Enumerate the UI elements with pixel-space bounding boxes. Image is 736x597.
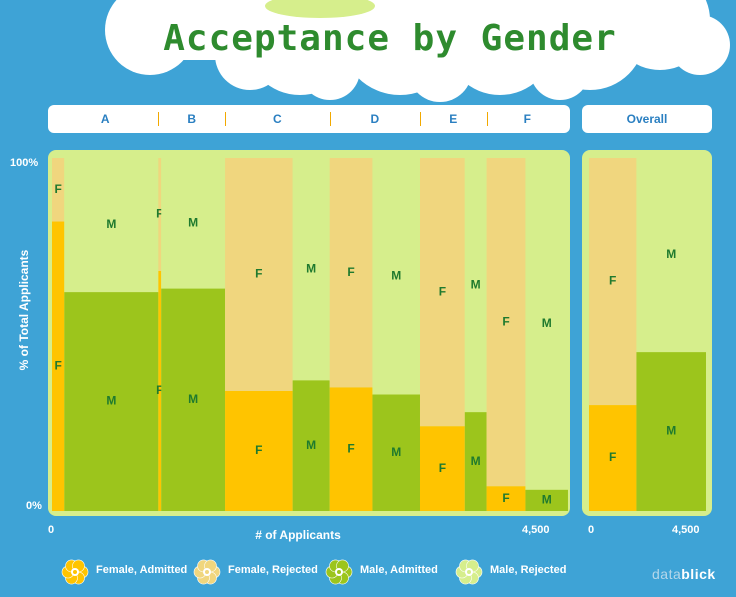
department-separator	[419, 112, 421, 126]
dept-e-m-rejected-label: M	[471, 277, 481, 291]
dept-b-m-admitted-bar	[161, 288, 226, 511]
brand-suffix: blick	[681, 566, 716, 582]
dept-f-f-rejected-label: F	[502, 314, 509, 328]
dept-e-m-rejected-bar	[464, 158, 487, 413]
flower-icon	[325, 559, 353, 585]
department-label-c: C	[273, 112, 282, 126]
dept-a-m-rejected-label: M	[106, 217, 116, 231]
dept-c-f-rejected-bar	[225, 158, 293, 391]
dept-f-m-admitted-label: M	[542, 493, 552, 507]
dept-a-m-rejected-bar	[64, 158, 159, 293]
overall-label: Overall	[626, 112, 668, 126]
dept-d-m-admitted-label: M	[391, 445, 401, 459]
legend-label-male-admitted: Male, Admitted	[360, 564, 438, 576]
flower-icon	[193, 559, 221, 585]
dept-b-f-rejected-label: F	[156, 207, 163, 221]
y-tick-top: 100%	[10, 157, 39, 169]
x-axis-label: # of Applicants	[255, 528, 341, 542]
flower-icon	[455, 559, 483, 585]
dept-f-f-admitted-bar	[486, 486, 526, 511]
dept-b-m-rejected-bar	[161, 158, 226, 289]
dept-f-m-rejected-bar	[525, 158, 568, 490]
department-label-f: F	[523, 112, 531, 126]
y-axis-label: % of Total Applicants	[17, 249, 31, 371]
dept-a-f-admitted-label: F	[54, 358, 61, 372]
overall-m-admitted-bar	[636, 352, 706, 511]
dept-b-f-rejected-bar	[158, 158, 162, 271]
dept-c-f-rejected-label: F	[255, 267, 262, 281]
dept-e-m-admitted-bar	[464, 412, 487, 511]
department-separator	[158, 112, 160, 126]
flower-icon	[61, 559, 89, 585]
brand-prefix: data	[652, 566, 682, 582]
dept-f-m-admitted-bar	[525, 489, 568, 511]
dept-f-f-rejected-bar	[486, 158, 526, 487]
dept-e-f-rejected-bar	[419, 158, 465, 427]
legend-label-female-rejected: Female, Rejected	[228, 564, 318, 576]
x-tick-start: 0	[48, 524, 55, 536]
overall-x-tick-end: 4,500	[672, 524, 700, 536]
dept-d-f-admitted-bar	[329, 387, 373, 511]
dept-a-m-admitted-bar	[64, 292, 159, 511]
overall-f-rejected-label: F	[609, 274, 616, 288]
dept-e-m-admitted-label: M	[471, 454, 481, 468]
legend-label-male-rejected: Male, Rejected	[490, 564, 567, 576]
y-tick-bottom: 0%	[26, 500, 42, 512]
overall-f-admitted-bar	[589, 405, 637, 511]
flower-dot	[467, 570, 471, 574]
dept-a-m-admitted-label: M	[106, 394, 116, 408]
dept-c-m-admitted-bar	[292, 380, 330, 511]
department-label-d: D	[370, 112, 380, 126]
overall-m-rejected-bar	[636, 158, 706, 353]
dept-e-f-admitted-label: F	[439, 461, 446, 475]
title-cloud	[105, 0, 730, 102]
department-label-b: B	[187, 112, 197, 126]
dept-d-f-rejected-label: F	[347, 265, 354, 279]
dept-d-f-admitted-label: F	[347, 441, 354, 455]
dept-f-m-rejected-label: M	[542, 316, 552, 330]
dept-b-f-admitted-label: F	[156, 383, 163, 397]
department-separator	[329, 112, 331, 126]
dept-b-f-admitted-bar	[158, 270, 162, 511]
department-separator	[486, 112, 488, 126]
brand-logo: datablick	[652, 566, 716, 582]
overall-x-tick-start: 0	[588, 524, 595, 536]
flower-dot	[73, 570, 77, 574]
dept-f-f-admitted-label: F	[502, 491, 509, 505]
dept-a-f-admitted-bar	[52, 221, 65, 512]
dept-a-f-rejected-label: F	[54, 182, 61, 196]
dept-c-m-rejected-bar	[292, 158, 330, 381]
dept-d-f-rejected-bar	[329, 158, 373, 388]
dept-d-m-rejected-label: M	[391, 268, 401, 282]
dept-c-f-admitted-label: F	[255, 443, 262, 457]
legend-label-female-admitted: Female, Admitted	[96, 564, 188, 576]
department-label-a: A	[100, 112, 110, 126]
dept-a-f-rejected-bar	[52, 158, 65, 222]
overall-f-rejected-bar	[589, 158, 637, 406]
overall-header-bar: Overall	[582, 105, 712, 133]
dept-c-f-admitted-bar	[225, 390, 293, 511]
dept-b-m-admitted-label: M	[188, 392, 198, 406]
dept-c-m-rejected-label: M	[306, 261, 316, 275]
dept-b-m-rejected-label: M	[188, 215, 198, 229]
dept-d-m-rejected-bar	[372, 158, 420, 395]
overall-m-rejected-label: M	[666, 247, 676, 261]
chart-title: Acceptance by Gender	[163, 18, 617, 59]
flower-dot	[205, 570, 209, 574]
department-separator	[225, 112, 227, 126]
department-header-bar: A B C D E F	[48, 105, 570, 133]
overall-m-admitted-label: M	[666, 424, 676, 438]
dept-d-m-admitted-bar	[372, 394, 420, 511]
dept-e-f-admitted-bar	[419, 426, 465, 511]
dept-e-f-rejected-label: F	[439, 284, 446, 298]
flower-dot	[337, 570, 341, 574]
x-tick-end: 4,500	[522, 524, 550, 536]
department-label-e: E	[449, 112, 458, 126]
dept-c-m-admitted-label: M	[306, 438, 316, 452]
overall-f-admitted-label: F	[609, 450, 616, 464]
cloud-leaf-shape	[265, 0, 375, 18]
